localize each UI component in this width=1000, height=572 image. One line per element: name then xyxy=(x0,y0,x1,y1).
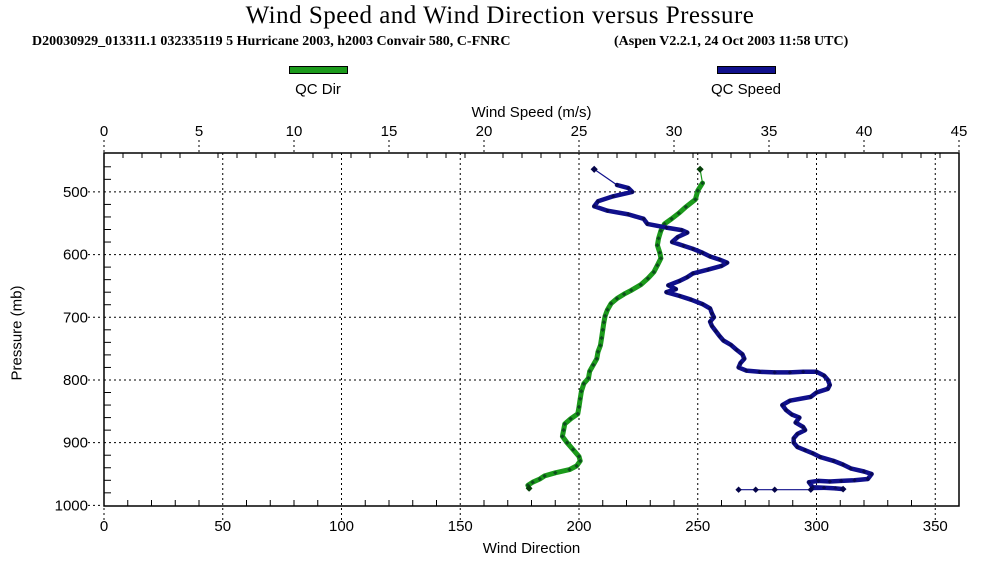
speed-tick-label-45: 45 xyxy=(951,123,968,140)
direction-tick-label-300: 300 xyxy=(804,518,829,535)
speed-tick-label-5: 5 xyxy=(195,123,203,140)
qc-dir-line xyxy=(525,180,705,491)
speed-tick-label-30: 30 xyxy=(666,123,683,140)
speed-tick-label-40: 40 xyxy=(856,123,873,140)
direction-tick-label-0: 0 xyxy=(100,518,108,535)
qc-speed-tail-marker xyxy=(807,486,814,493)
speed-tick-label-0: 0 xyxy=(100,123,108,140)
speed-tick-label-35: 35 xyxy=(761,123,778,140)
top-axis-title: Wind Speed (m/s) xyxy=(471,104,592,121)
speed-tick-label-10: 10 xyxy=(286,123,303,140)
legend-label-qc-dir: QC Dir xyxy=(295,81,341,98)
direction-tick-label-100: 100 xyxy=(329,518,354,535)
direction-tick-label-150: 150 xyxy=(448,518,473,535)
pressure-tick-label-500: 500 xyxy=(63,184,88,201)
qc-speed-line xyxy=(591,182,874,492)
direction-tick-label-50: 50 xyxy=(214,518,231,535)
speed-tick-label-20: 20 xyxy=(476,123,493,140)
qc-speed-start-marker xyxy=(590,165,598,173)
pressure-tick-label-1000: 1000 xyxy=(55,497,88,514)
direction-tick-label-350: 350 xyxy=(923,518,948,535)
speed-tick-label-15: 15 xyxy=(381,123,398,140)
plot-box xyxy=(103,152,960,507)
bottom-axis-title: Wind Direction xyxy=(482,540,581,557)
qc-dir-point-markers xyxy=(525,180,705,491)
legend-swatch-qc-speed xyxy=(717,66,776,74)
legend-swatch-qc-dir xyxy=(289,66,348,74)
qc-speed-tail-marker xyxy=(752,486,759,493)
qc-speed-tail-marker xyxy=(771,486,778,493)
pressure-tick-label-900: 900 xyxy=(63,435,88,452)
qc-speed-point-markers xyxy=(592,182,874,492)
legend-label-qc-speed: QC Speed xyxy=(710,81,782,98)
pressure-tick-label-800: 800 xyxy=(63,372,88,389)
sounding-id-subtitle: D20030929_013311.1 032335119 5 Hurricane… xyxy=(32,34,511,49)
qc-dir-end-marker xyxy=(525,485,533,492)
qc-speed-tail-marker xyxy=(735,486,742,493)
qc-speed-end-marker xyxy=(839,485,847,493)
qc-speed-lead-line xyxy=(593,168,618,186)
direction-tick-label-250: 250 xyxy=(685,518,710,535)
pressure-tick-label-700: 700 xyxy=(63,309,88,326)
speed-tick-label-25: 25 xyxy=(571,123,588,140)
software-version-subtitle: (Aspen V2.2.1, 24 Oct 2003 11:58 UTC) xyxy=(614,34,849,49)
qc-dir-start-marker xyxy=(696,165,704,173)
chart-title: Wind Speed and Wind Direction versus Pre… xyxy=(245,2,755,29)
direction-tick-label-200: 200 xyxy=(566,518,591,535)
pressure-tick-label-600: 600 xyxy=(63,247,88,264)
